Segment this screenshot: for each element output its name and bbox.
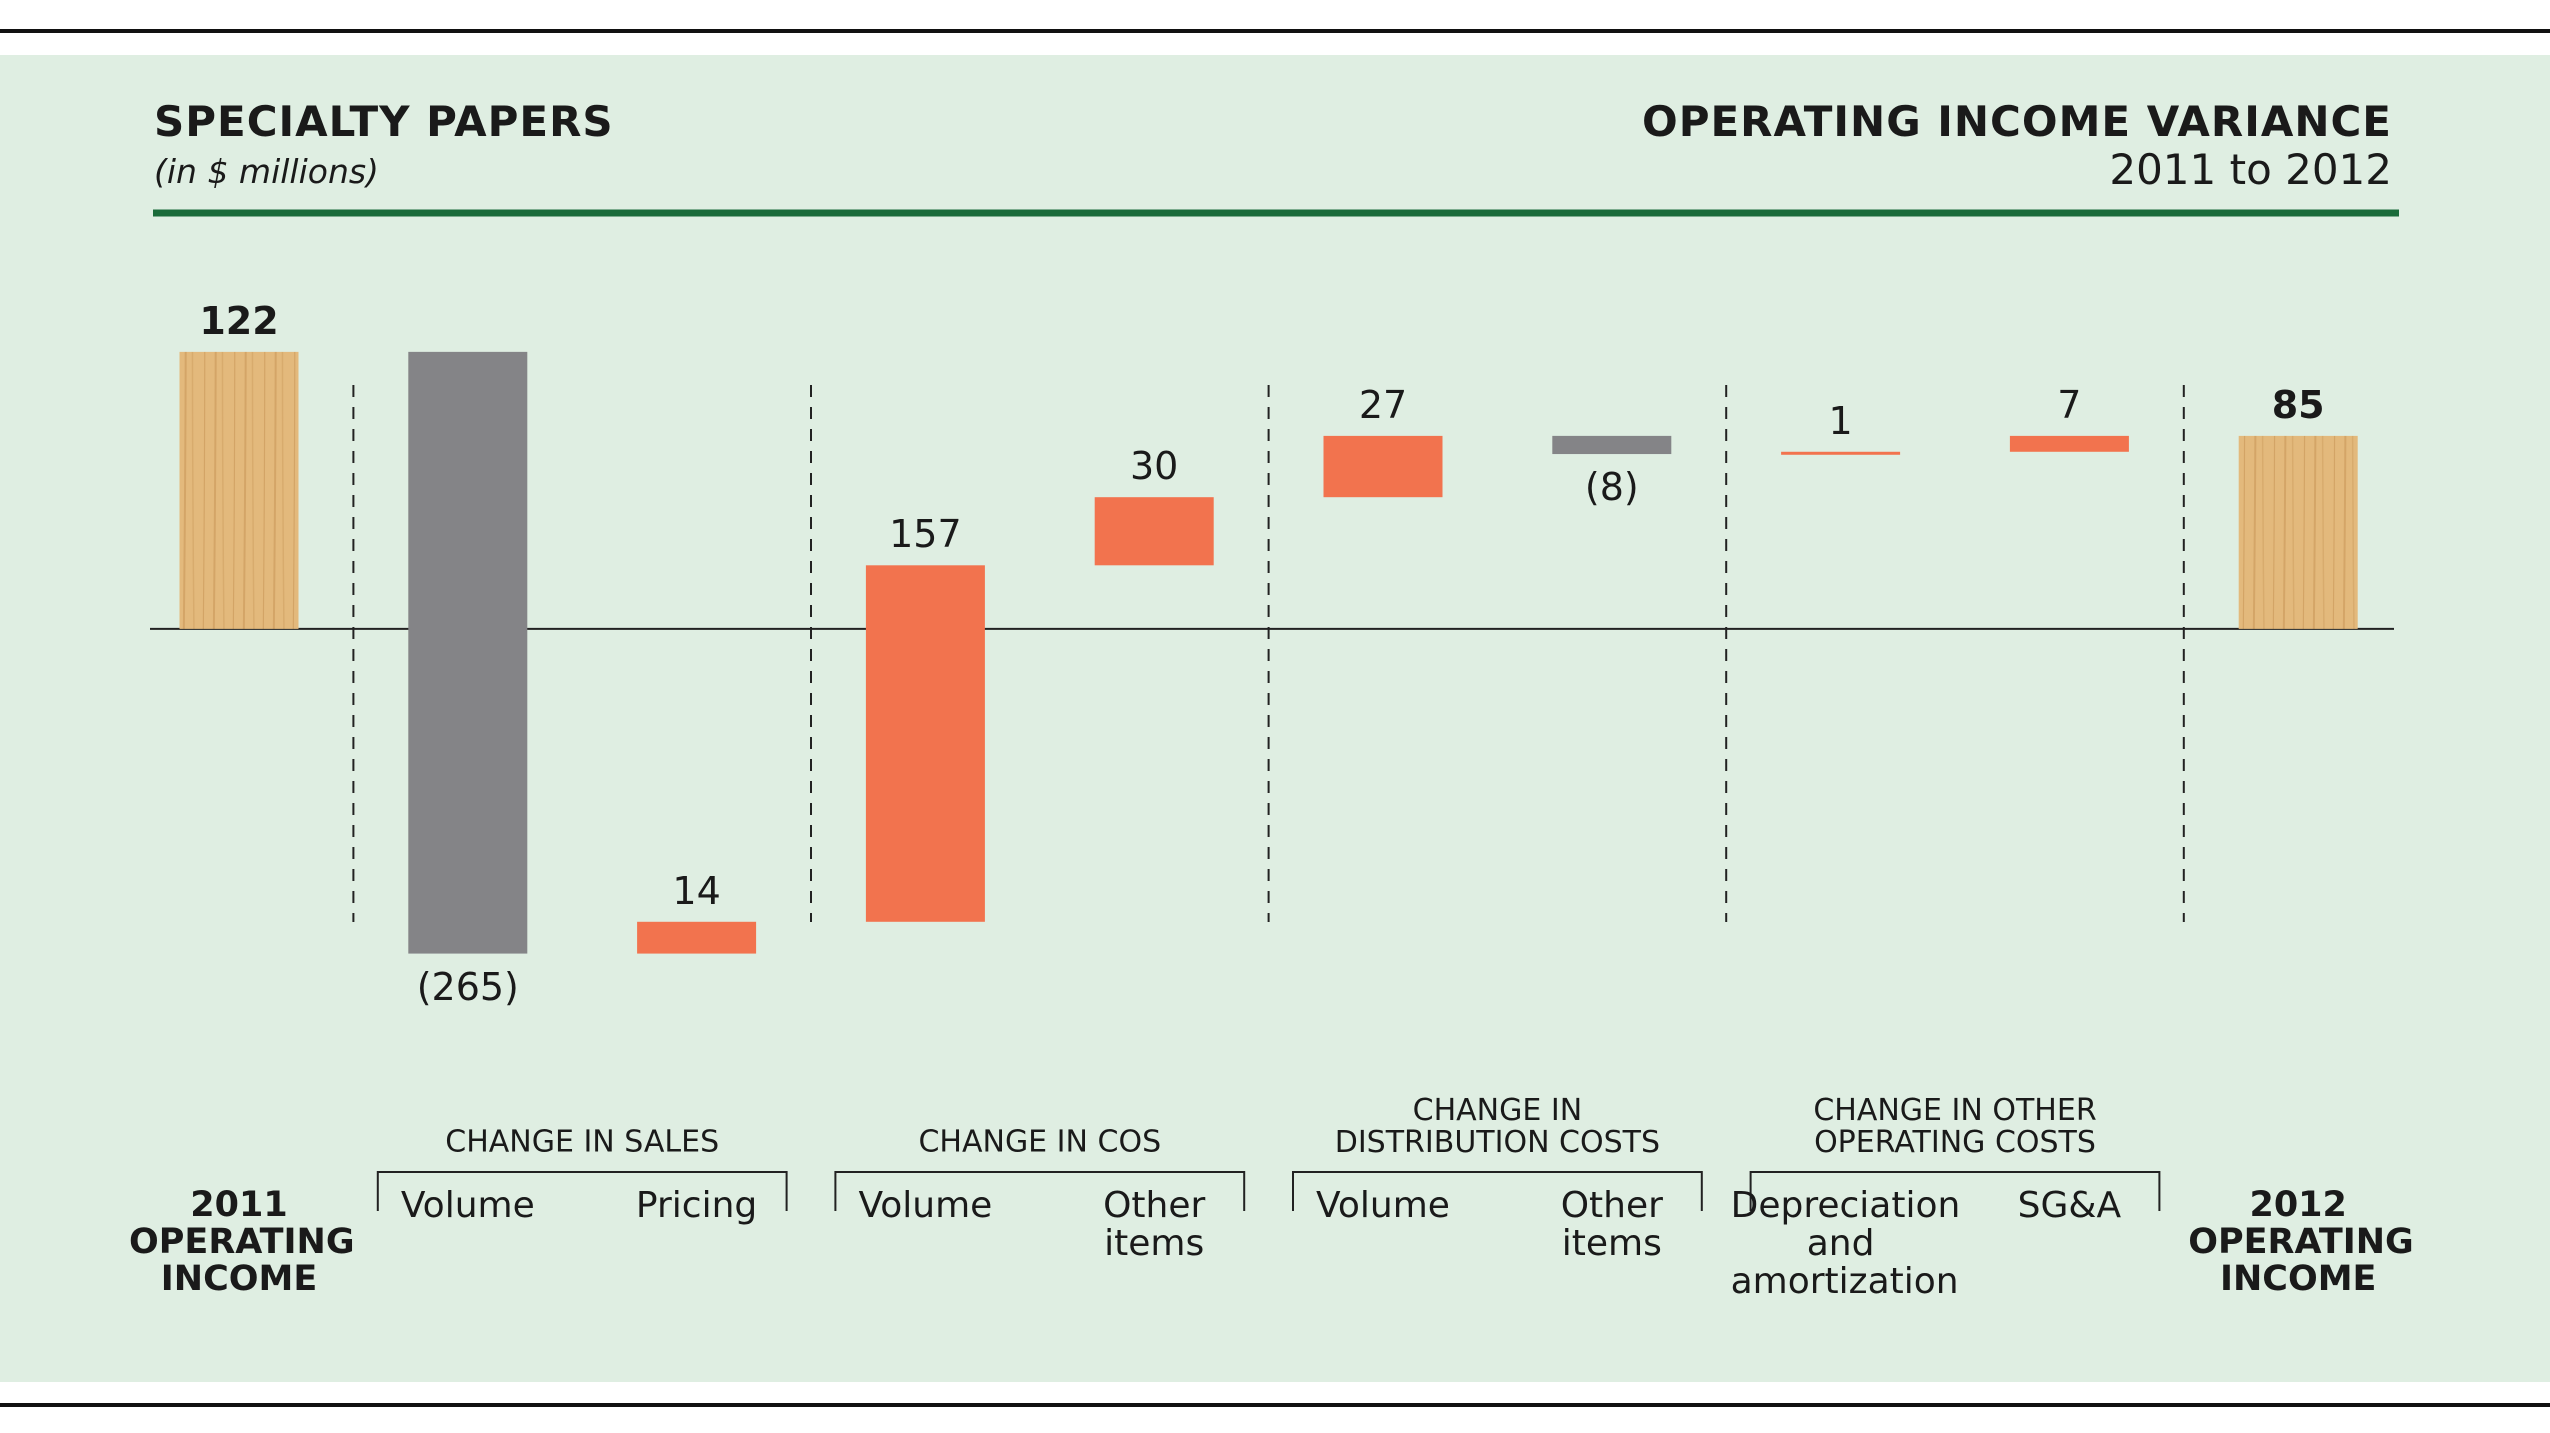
variance-bar — [1094, 497, 1214, 566]
chart-subtitle: (in $ millions) — [154, 152, 379, 191]
value-label: 30 — [1130, 444, 1179, 489]
group-label: CHANGE IN COS — [918, 1124, 1162, 1160]
category-label: Volume — [400, 1185, 535, 1226]
category-label: Volume — [1316, 1185, 1450, 1226]
variance-bar — [637, 921, 757, 954]
variance-bar — [1781, 451, 1901, 455]
value-label: 85 — [2271, 382, 2325, 427]
panel — [0, 55, 2550, 1382]
group-label: CHANGE IN DISTRIBUTION COSTS — [1334, 1093, 1661, 1160]
group-bracket — [376, 1171, 788, 1211]
value-label: (8) — [1584, 465, 1639, 510]
chart-title: SPECIALTY PAPERS — [154, 97, 614, 146]
group-bracket — [1292, 1171, 1703, 1211]
variance-bar — [865, 565, 985, 922]
value-label: 122 — [199, 298, 279, 343]
value-label: 7 — [2057, 382, 2082, 427]
value-label: (265) — [416, 964, 519, 1009]
value-label: 14 — [672, 868, 721, 913]
variance-bar — [408, 351, 528, 954]
total-bar — [179, 351, 299, 629]
category-label: Other items — [1103, 1185, 1206, 1264]
variance-bar — [1323, 435, 1443, 498]
variance-bar — [2009, 435, 2129, 452]
group-bracket — [1749, 1171, 2161, 1211]
group-bracket — [834, 1171, 1246, 1211]
value-label: 27 — [1358, 382, 1408, 427]
right-title: OPERATING INCOME VARIANCE — [1642, 97, 2392, 146]
category-label: 2011 OPERATING INCOME — [129, 1185, 355, 1299]
category-label: Volume — [858, 1185, 993, 1226]
variance-bar — [1552, 435, 1672, 455]
total-bar — [2238, 435, 2358, 629]
category-label: Other items — [1560, 1185, 1663, 1264]
group-label: CHANGE IN OTHER OPERATING COSTS — [1813, 1093, 2097, 1160]
category-label: Pricing — [635, 1185, 758, 1226]
category-label: Depreciation and amortization — [1730, 1185, 1961, 1302]
right-subtitle: 2011 to 2012 — [2109, 145, 2392, 194]
category-label: SG&A — [2017, 1185, 2122, 1226]
category-label: 2012 OPERATING INCOME — [2188, 1185, 2414, 1299]
value-label: 1 — [1828, 398, 1853, 443]
group-label: CHANGE IN SALES — [445, 1124, 720, 1160]
value-label: 157 — [889, 512, 962, 557]
